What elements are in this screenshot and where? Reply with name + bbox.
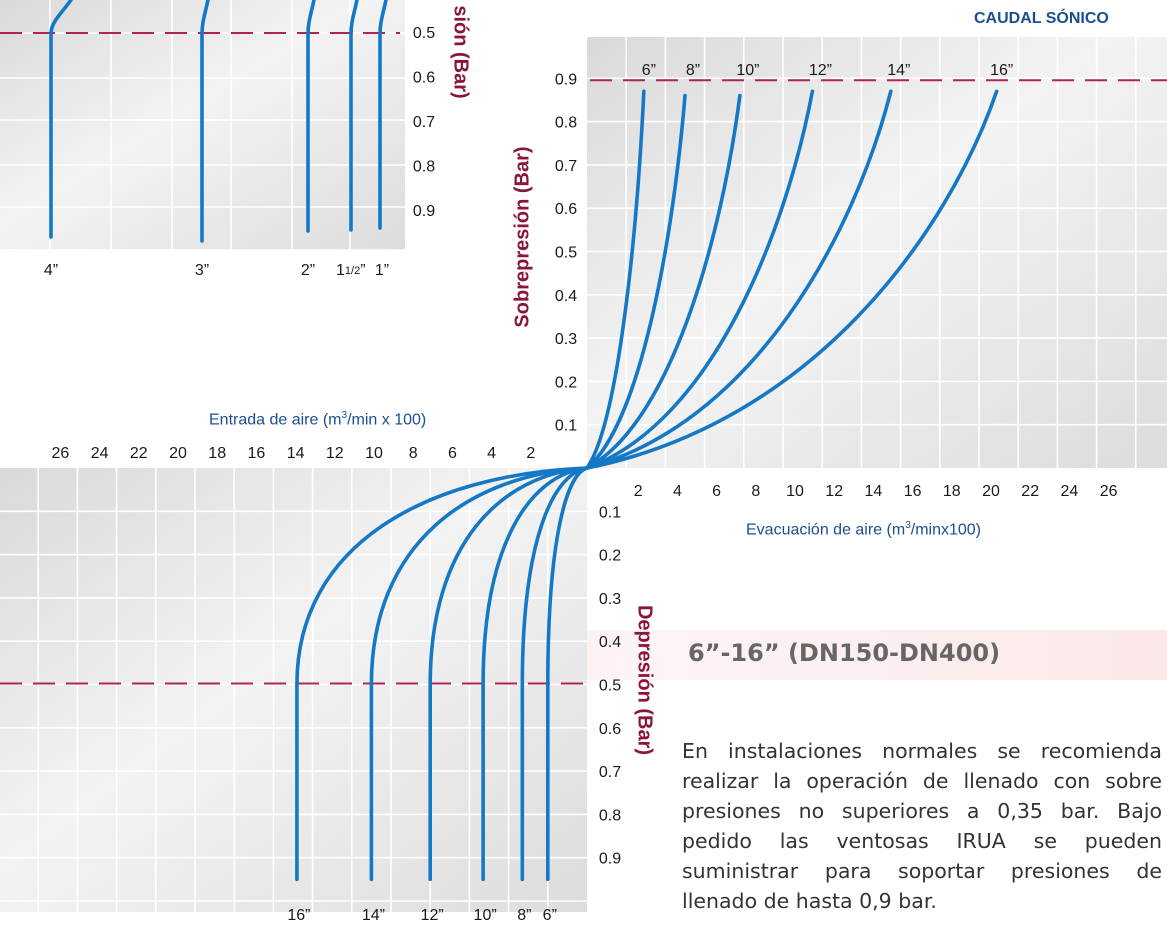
curve-top-left-0 bbox=[49, 0, 73, 239]
x-tick-evacuacion-14: 14 bbox=[865, 483, 883, 500]
y-tick-depresion-0.7: 0.7 bbox=[599, 764, 621, 781]
top-right-grid-background bbox=[587, 37, 1167, 468]
y-tick-sobrepresion-0.4: 0.4 bbox=[555, 288, 577, 305]
y-tick-depresion-0.1: 0.1 bbox=[599, 504, 621, 521]
y-tick-depresion-0.2: 0.2 bbox=[599, 548, 621, 565]
x-axis-title-entrada: Entrada de aire (m3/min x 100) bbox=[209, 410, 427, 429]
y-tick-depresion-0.6: 0.6 bbox=[599, 721, 621, 738]
curve-top-left-1 bbox=[200, 0, 210, 243]
x-tick-entrada-12: 12 bbox=[326, 445, 344, 462]
x-tick-entrada-20: 20 bbox=[169, 445, 187, 462]
series-label-bottom-6in: 6” bbox=[543, 907, 557, 924]
y-tick-sobrepresion-0.1: 0.1 bbox=[555, 418, 577, 435]
x-tick-entrada-18: 18 bbox=[208, 445, 226, 462]
curve-bottom-left-12in bbox=[428, 466, 589, 882]
y-tick-partial-0.8: 0.8 bbox=[413, 159, 435, 176]
x-tick-evacuacion-18: 18 bbox=[943, 483, 961, 500]
series-label-partial-1: 3” bbox=[195, 262, 209, 279]
x-tick-entrada-16: 16 bbox=[248, 445, 266, 462]
x-axis-title-evacuacion: Evacuación de aire (m3/minx100) bbox=[746, 520, 981, 539]
curve-bottom-left-10in bbox=[481, 466, 589, 882]
series-label-top-6in: 6” bbox=[642, 62, 656, 79]
x-tick-evacuacion-6: 6 bbox=[712, 483, 721, 500]
y-tick-depresion-0.4: 0.4 bbox=[599, 634, 621, 651]
y-tick-sobrepresion-0.6: 0.6 bbox=[555, 201, 577, 218]
y-axis-title-sobrepresion: Sobrepresión (Bar) bbox=[511, 146, 534, 328]
x-tick-evacuacion-12: 12 bbox=[825, 483, 843, 500]
y-tick-depresion-0.8: 0.8 bbox=[599, 807, 621, 824]
curve-top-right-8in bbox=[585, 93, 687, 470]
bottom-left-grid-background bbox=[0, 468, 587, 912]
y-tick-partial-0.9: 0.9 bbox=[413, 203, 435, 220]
curve-top-right-10in bbox=[585, 93, 742, 470]
series-label-bottom-14in: 14” bbox=[362, 907, 385, 924]
series-label-partial-3: 11/2” bbox=[336, 262, 366, 279]
y-tick-depresion-0.9: 0.9 bbox=[599, 851, 621, 868]
curve-bottom-left-8in bbox=[520, 466, 589, 882]
x-tick-evacuacion-10: 10 bbox=[786, 483, 804, 500]
y-tick-partial-0.7: 0.7 bbox=[413, 114, 435, 131]
x-tick-entrada-8: 8 bbox=[409, 445, 418, 462]
section-title: 6”-16” (DN150-DN400) bbox=[688, 639, 1001, 667]
series-label-top-12in: 12” bbox=[809, 62, 832, 79]
y-tick-sobrepresion-0.9: 0.9 bbox=[555, 71, 577, 88]
curve-top-left-3 bbox=[349, 0, 359, 232]
x-tick-entrada-4: 4 bbox=[487, 445, 496, 462]
curve-top-right-12in bbox=[585, 89, 815, 470]
curve-bottom-left-14in bbox=[369, 466, 589, 882]
series-label-partial-2: 2” bbox=[301, 262, 315, 279]
x-tick-entrada-10: 10 bbox=[365, 445, 383, 462]
description-paragraph: En instalaciones normales se recomienda … bbox=[682, 739, 1162, 913]
y-tick-sobrepresion-0.7: 0.7 bbox=[555, 158, 577, 175]
series-label-bottom-10in: 10” bbox=[474, 907, 497, 924]
curve-top-left-2 bbox=[306, 0, 316, 233]
curve-top-right-16in bbox=[585, 89, 999, 470]
x-tick-evacuacion-20: 20 bbox=[982, 483, 1000, 500]
y-tick-sobrepresion-0.2: 0.2 bbox=[555, 374, 577, 391]
curve-bottom-left-6in bbox=[546, 466, 589, 882]
series-label-top-10in: 10” bbox=[736, 62, 759, 79]
y-axis-title-fragment: sión (Bar) bbox=[449, 5, 472, 99]
series-label-bottom-12in: 12” bbox=[421, 907, 444, 924]
x-tick-evacuacion-26: 26 bbox=[1100, 483, 1118, 500]
curve-bottom-left-16in bbox=[295, 466, 589, 882]
series-label-top-8in: 8” bbox=[686, 62, 700, 79]
y-axis-title-depresion: Depresión (Bar) bbox=[633, 604, 656, 756]
series-label-partial-0: 4” bbox=[44, 262, 58, 279]
y-tick-partial-0.5: 0.5 bbox=[413, 25, 435, 42]
x-tick-evacuacion-4: 4 bbox=[673, 483, 682, 500]
x-tick-entrada-22: 22 bbox=[130, 445, 148, 462]
series-label-bottom-16in: 16” bbox=[287, 907, 310, 924]
x-tick-entrada-26: 26 bbox=[52, 445, 70, 462]
y-tick-depresion-0.5: 0.5 bbox=[599, 678, 621, 695]
x-tick-evacuacion-16: 16 bbox=[904, 483, 922, 500]
x-tick-entrada-24: 24 bbox=[91, 445, 109, 462]
y-tick-partial-0.6: 0.6 bbox=[413, 70, 435, 87]
x-tick-evacuacion-22: 22 bbox=[1021, 483, 1039, 500]
series-label-partial-4: 1” bbox=[375, 262, 389, 279]
series-label-bottom-8in: 8” bbox=[517, 907, 531, 924]
curve-top-left-4 bbox=[378, 0, 388, 230]
y-tick-depresion-0.3: 0.3 bbox=[599, 591, 621, 608]
x-tick-entrada-6: 6 bbox=[448, 445, 457, 462]
series-label-top-14in: 14” bbox=[887, 62, 910, 79]
y-tick-sobrepresion-0.3: 0.3 bbox=[555, 331, 577, 348]
x-tick-evacuacion-24: 24 bbox=[1061, 483, 1079, 500]
y-tick-sobrepresion-0.8: 0.8 bbox=[555, 115, 577, 132]
x-tick-entrada-14: 14 bbox=[287, 445, 305, 462]
x-tick-entrada-2: 2 bbox=[526, 445, 535, 462]
y-tick-sobrepresion-0.5: 0.5 bbox=[555, 245, 577, 262]
x-tick-evacuacion-8: 8 bbox=[751, 483, 760, 500]
curve-top-right-6in bbox=[585, 89, 646, 470]
caudal-sonico-label: CAUDAL SÓNICO bbox=[974, 10, 1109, 27]
x-tick-evacuacion-2: 2 bbox=[634, 483, 643, 500]
series-label-top-16in: 16” bbox=[990, 62, 1013, 79]
curve-top-right-14in bbox=[585, 89, 893, 470]
